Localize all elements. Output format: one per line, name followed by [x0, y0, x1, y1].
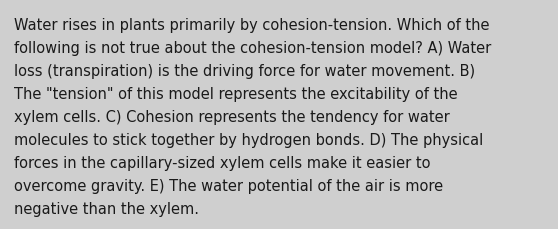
Text: loss (transpiration) is the driving force for water movement. B): loss (transpiration) is the driving forc… [14, 64, 475, 79]
Text: The "tension" of this model represents the excitability of the: The "tension" of this model represents t… [14, 87, 458, 101]
Text: negative than the xylem.: negative than the xylem. [14, 201, 199, 216]
Text: following is not true about the cohesion-tension model? A) Water: following is not true about the cohesion… [14, 41, 491, 56]
Text: molecules to stick together by hydrogen bonds. D) The physical: molecules to stick together by hydrogen … [14, 132, 483, 147]
Text: overcome gravity. E) The water potential of the air is more: overcome gravity. E) The water potential… [14, 178, 443, 193]
Text: xylem cells. C) Cohesion represents the tendency for water: xylem cells. C) Cohesion represents the … [14, 109, 450, 124]
Text: Water rises in plants primarily by cohesion-tension. Which of the: Water rises in plants primarily by cohes… [14, 18, 489, 33]
Text: forces in the capillary-sized xylem cells make it easier to: forces in the capillary-sized xylem cell… [14, 155, 431, 170]
